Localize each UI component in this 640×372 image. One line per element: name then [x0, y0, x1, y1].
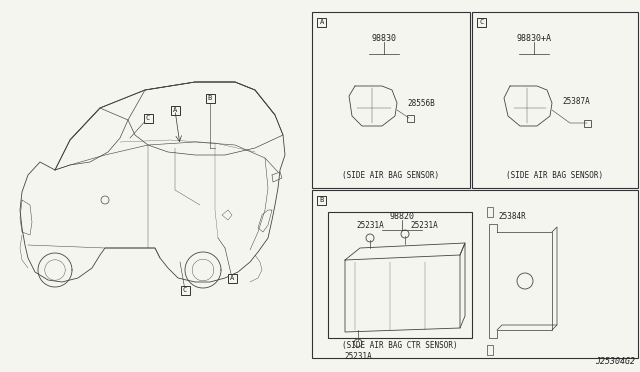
Bar	[472, 12, 638, 188]
Text: C: C	[146, 115, 150, 121]
Text: 25384R: 25384R	[498, 212, 526, 221]
Bar	[407, 115, 414, 122]
Text: J25304G2: J25304G2	[595, 357, 635, 366]
Bar	[205, 93, 214, 103]
Circle shape	[354, 339, 362, 347]
Bar	[143, 113, 152, 122]
Text: 98830+A: 98830+A	[516, 34, 552, 43]
Text: B: B	[320, 197, 324, 203]
Text: (SIDE AIR BAG CTR SENSOR): (SIDE AIR BAG CTR SENSOR)	[342, 341, 458, 350]
Text: 25387A: 25387A	[562, 97, 589, 106]
Text: (SIDE AIR BAG SENSOR): (SIDE AIR BAG SENSOR)	[506, 171, 604, 180]
Bar	[317, 17, 326, 26]
Text: 98830: 98830	[371, 34, 397, 43]
Bar	[317, 196, 326, 205]
Text: C: C	[480, 19, 484, 25]
Text: 25231A: 25231A	[356, 221, 384, 230]
Text: B: B	[208, 95, 212, 101]
Text: A: A	[173, 107, 177, 113]
Text: 98820: 98820	[390, 212, 415, 221]
Text: (SIDE AIR BAG SENSOR): (SIDE AIR BAG SENSOR)	[342, 171, 440, 180]
Circle shape	[366, 234, 374, 242]
Bar	[584, 120, 591, 127]
Bar	[312, 190, 638, 358]
Bar	[477, 17, 486, 26]
Text: C: C	[183, 287, 187, 293]
Circle shape	[401, 230, 409, 238]
Text: 25231A: 25231A	[410, 221, 438, 230]
Bar	[312, 12, 470, 188]
Bar	[227, 273, 237, 282]
Bar	[487, 207, 493, 217]
Text: 28556B: 28556B	[407, 99, 435, 108]
Text: 25231A: 25231A	[344, 352, 372, 361]
Circle shape	[517, 273, 533, 289]
Text: A: A	[230, 275, 234, 281]
Bar	[328, 212, 472, 338]
Text: A: A	[320, 19, 324, 25]
Bar	[170, 106, 179, 115]
Bar	[180, 285, 189, 295]
Bar	[487, 345, 493, 355]
